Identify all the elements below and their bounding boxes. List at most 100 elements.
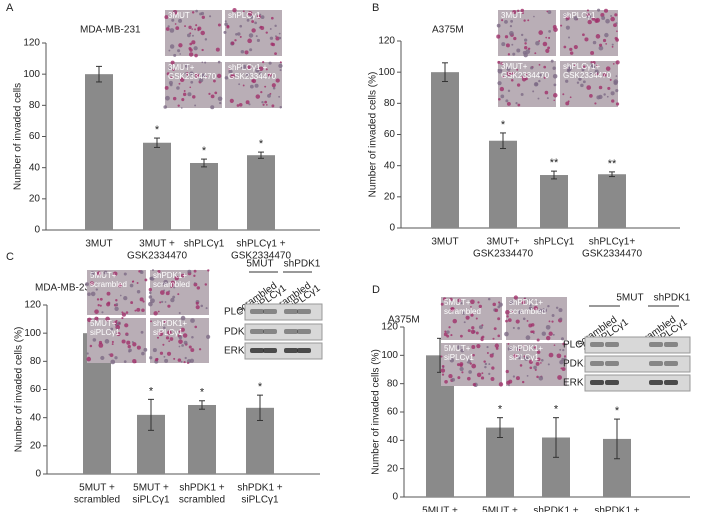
cell-dot: [569, 47, 573, 52]
cell-dot: [180, 327, 185, 332]
cell-dot: [119, 294, 122, 297]
cell-dot: [168, 340, 171, 343]
cell-dot: [275, 78, 280, 83]
cell-dot: [471, 345, 476, 350]
cell-dot: [150, 320, 153, 323]
cell-dot: [204, 283, 208, 286]
cell-dot: [543, 65, 547, 69]
cell-dot: [98, 342, 104, 348]
x-tick-label: siPLCγ1: [132, 495, 170, 506]
chart-title: MDA-MB-231: [80, 25, 141, 36]
cell-dot: [125, 311, 129, 314]
cell-dot: [582, 33, 585, 37]
cell-dot: [540, 358, 544, 362]
cell-dot: [528, 323, 533, 328]
cell-dot: [108, 353, 111, 356]
cell-dot: [127, 344, 131, 349]
cell-dot: [194, 73, 200, 78]
x-tick-label: GSK2334470: [473, 249, 533, 260]
blot-band: [263, 309, 277, 314]
cell-dot: [472, 382, 477, 387]
cell-dot: [199, 12, 203, 16]
cell-dot: [183, 90, 186, 92]
cell-dot: [471, 363, 477, 369]
cell-dot: [562, 93, 565, 96]
cell-dot: [457, 376, 461, 380]
cell-dot: [110, 327, 114, 331]
cell-dot: [191, 335, 194, 339]
cell-dot: [139, 270, 144, 275]
cell-dot: [176, 86, 180, 90]
cell-dot: [538, 73, 542, 77]
cell-dot: [516, 68, 519, 71]
cell-dot: [170, 76, 173, 79]
x-tick-label: scrambled: [179, 495, 225, 506]
x-tick-label: 5MUT +: [133, 483, 169, 494]
cell-dot: [170, 286, 173, 288]
significance-label: *: [615, 405, 620, 417]
cell-dot: [563, 13, 566, 17]
cell-dot: [511, 43, 514, 46]
blot-band: [297, 329, 311, 334]
x-tick-label: shPDK1 +: [179, 483, 224, 494]
cell-dot: [191, 11, 195, 14]
cell-dot: [519, 364, 523, 367]
cell-dot: [547, 10, 552, 15]
cell-dot: [528, 298, 531, 301]
cell-dot: [529, 304, 532, 307]
cell-dot: [247, 65, 251, 70]
micrograph-label: shPDK1+: [509, 344, 543, 353]
cell-dot: [541, 331, 546, 336]
significance-label: *: [554, 404, 559, 416]
cell-dot: [198, 348, 202, 351]
cell-dot: [573, 44, 578, 50]
cell-dot: [101, 311, 104, 314]
cell-dot: [160, 290, 165, 295]
cell-dot: [169, 337, 174, 341]
micrograph-label: GSK2334470: [563, 71, 612, 80]
cell-dot: [278, 32, 281, 35]
cell-dot: [602, 38, 607, 43]
cell-dot: [594, 69, 599, 74]
cell-dot: [470, 313, 474, 317]
x-tick-label: GSK2334470: [127, 251, 187, 262]
cell-dot: [156, 336, 160, 339]
cell-dot: [528, 306, 533, 311]
cell-dot: [609, 78, 612, 81]
cell-dot: [598, 45, 604, 51]
cell-dot: [496, 23, 501, 28]
cell-dot: [204, 61, 207, 64]
x-tick-label: shPLCγ1 +: [236, 239, 285, 250]
y-tick-label: 60: [384, 129, 396, 140]
cell-dot: [545, 36, 548, 39]
micrograph-label: shPLCγ1 +: [228, 63, 268, 72]
cell-dot: [589, 94, 593, 98]
cell-dot: [594, 102, 597, 105]
cell-dot: [459, 363, 463, 367]
x-tick-label: 3MUT +: [139, 239, 175, 250]
cell-dot: [537, 97, 540, 100]
cell-dot: [163, 326, 166, 329]
cell-dot: [151, 269, 154, 272]
blot-band: [649, 380, 663, 385]
cell-dot: [161, 300, 164, 304]
cell-dot: [269, 28, 272, 30]
cell-dot: [547, 46, 551, 50]
cell-dot: [580, 83, 584, 88]
micrograph-label: shPLCγ1: [563, 11, 596, 20]
cell-dot: [548, 30, 551, 33]
cell-dot: [168, 80, 173, 85]
y-axis-label: Number of invaded cells (%): [14, 327, 25, 453]
cell-dot: [189, 86, 192, 89]
x-tick-label: 3MUT+: [486, 237, 519, 248]
cell-dot: [568, 36, 570, 39]
cell-dot: [615, 75, 618, 77]
cell-dot: [86, 356, 92, 362]
cell-dot: [154, 358, 159, 362]
cell-dot: [190, 348, 195, 353]
cell-dot: [87, 292, 91, 296]
cell-dot: [505, 369, 509, 374]
cell-dot: [180, 273, 185, 278]
cell-dot: [560, 24, 563, 27]
